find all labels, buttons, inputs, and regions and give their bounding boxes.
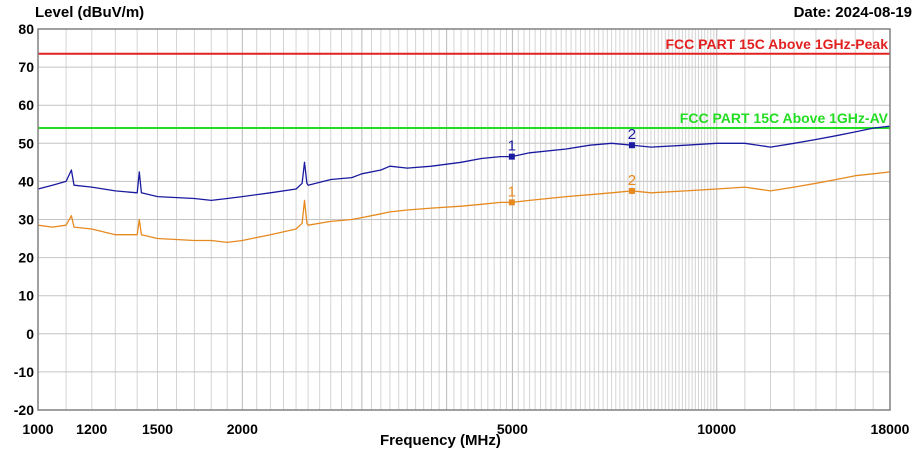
date-label: Date: 2024-08-19 [793, 4, 912, 21]
x-tick-label: 18000 [871, 421, 910, 437]
marker-point [508, 199, 515, 206]
y-tick-label: 70 [18, 59, 34, 75]
y-tick-label: 20 [18, 250, 34, 266]
x-tick-label: 1000 [22, 421, 53, 437]
grid [37, 29, 891, 410]
limit-lines: FCC PART 15C Above 1GHz-Peak FCC PART 15C… [38, 36, 890, 130]
y-tick-label: 0 [26, 326, 34, 342]
x-axis-label: Frequency (MHz) [380, 432, 501, 449]
limit-label: FCC PART 15C Above 1GHz-AV [680, 110, 889, 126]
x-tick-label: 2000 [227, 421, 258, 437]
marker-point [628, 142, 635, 149]
series-line [37, 125, 891, 202]
y-tick-label: 60 [18, 97, 34, 113]
marker-label: 2 [628, 126, 636, 143]
series-lines [37, 125, 891, 244]
marker-label: 1 [508, 138, 516, 155]
marker-points: 1 2 1 2 [508, 126, 636, 206]
y-axis-label: Level (dBuV/m) [35, 4, 145, 21]
y-tick-label: 10 [18, 288, 34, 304]
x-tick-label: 5000 [497, 421, 528, 437]
plot-frame [37, 28, 891, 411]
limit-label: FCC PART 15C Above 1GHz-Peak [666, 36, 889, 52]
marker-label: 1 [508, 183, 516, 200]
x-tick-label: 1500 [142, 421, 173, 437]
y-tick-label: -20 [14, 402, 34, 418]
y-tick-label: -10 [14, 364, 34, 380]
marker-point [508, 153, 515, 160]
marker-label: 2 [628, 172, 636, 189]
y-tick-label: 40 [18, 173, 34, 189]
y-tick-label: 80 [18, 21, 34, 37]
x-tick-label: 10000 [697, 421, 736, 437]
series-line [37, 171, 891, 244]
tick-labels: 80 70 60 50 40 30 20 10 0 -10 -20 1000 1200 1500 2000 5… [14, 21, 910, 437]
y-tick-label: 50 [18, 135, 34, 151]
x-tick-label: 1200 [76, 421, 107, 437]
marker-point [628, 187, 635, 194]
y-tick-label: 30 [18, 212, 34, 228]
